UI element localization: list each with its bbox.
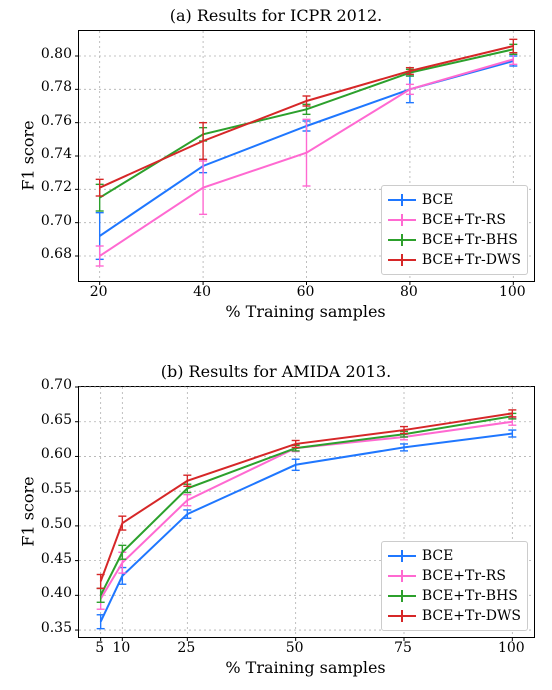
xtick-label: 10 [101, 640, 141, 656]
legend-item: BCE [388, 190, 521, 210]
legend-item: BCE+Tr-BHS [388, 230, 521, 250]
legend-swatch [388, 213, 416, 227]
xtick-label: 50 [275, 640, 315, 656]
legend-label: BCE+Tr-DWS [422, 608, 521, 624]
ytick-label: 0.80 [30, 46, 72, 62]
legend-swatch [388, 569, 416, 583]
plot-area-b: BCE BCE+Tr-RS BCE+Tr-BHS BCE+Tr-DWS [78, 386, 535, 638]
ytick-label: 0.70 [30, 213, 72, 229]
xtick-label: 60 [286, 284, 326, 300]
panel-a: (a) Results for ICPR 2012. BCEBCE+Tr-RSB… [0, 0, 552, 330]
xtick-label: 40 [182, 284, 222, 300]
legend-swatch [388, 233, 416, 247]
panel-a-title: (a) Results for ICPR 2012. [0, 6, 552, 25]
ytick-label: 0.45 [30, 551, 72, 567]
legend-label: BCE [422, 548, 453, 564]
ytick-label: 0.72 [30, 179, 72, 195]
panel-b: (b) Results for AMIDA 2013. BCE BCE+Tr-RS… [0, 356, 552, 686]
legend-label: BCE [422, 192, 453, 208]
xlabel-a: % Training samples [78, 302, 533, 321]
plot-area-a: BCE BCE+Tr-RS BCE+Tr-BHS BCE+Tr-DWS [78, 30, 535, 282]
ytick-label: 0.35 [30, 620, 72, 636]
xtick-label: 100 [492, 284, 532, 300]
legend-swatch [388, 589, 416, 603]
ytick-label: 0.70 [30, 377, 72, 393]
legend-label: BCE+Tr-BHS [422, 588, 518, 604]
xtick-label: 75 [383, 640, 423, 656]
legend-label: BCE+Tr-RS [422, 212, 506, 228]
panel-b-title: (b) Results for AMIDA 2013. [0, 362, 552, 381]
legend-a: BCE BCE+Tr-RS BCE+Tr-BHS BCE+Tr-DWS [381, 185, 528, 275]
legend-label: BCE+Tr-BHS [422, 232, 518, 248]
ytick-label: 0.74 [30, 146, 72, 162]
legend-swatch [388, 549, 416, 563]
xtick-label: 20 [79, 284, 119, 300]
legend-swatch [388, 193, 416, 207]
legend-item: BCE+Tr-RS [388, 566, 521, 586]
legend-swatch [388, 609, 416, 623]
legend-item: BCE+Tr-BHS [388, 586, 521, 606]
ytick-label: 0.55 [30, 481, 72, 497]
ytick-label: 0.65 [30, 412, 72, 428]
legend-label: BCE+Tr-DWS [422, 252, 521, 268]
legend-item: BCE+Tr-DWS [388, 250, 521, 270]
xtick-label: 25 [166, 640, 206, 656]
legend-swatch [388, 253, 416, 267]
xlabel-b: % Training samples [78, 658, 533, 677]
ytick-label: 0.68 [30, 246, 72, 262]
legend-item: BCE+Tr-RS [388, 210, 521, 230]
ytick-label: 0.50 [30, 516, 72, 532]
legend-item: BCE [388, 546, 521, 566]
ytick-label: 0.76 [30, 113, 72, 129]
legend-label: BCE+Tr-RS [422, 568, 506, 584]
ytick-label: 0.40 [30, 585, 72, 601]
xtick-label: 100 [491, 640, 531, 656]
legend-b: BCE BCE+Tr-RS BCE+Tr-BHS BCE+Tr-DWS [381, 541, 528, 631]
legend-item: BCE+Tr-DWS [388, 606, 521, 626]
ytick-label: 0.78 [30, 79, 72, 95]
xtick-label: 80 [389, 284, 429, 300]
ytick-label: 0.60 [30, 446, 72, 462]
figure: (a) Results for ICPR 2012. BCEBCE+Tr-RSB… [0, 0, 552, 690]
